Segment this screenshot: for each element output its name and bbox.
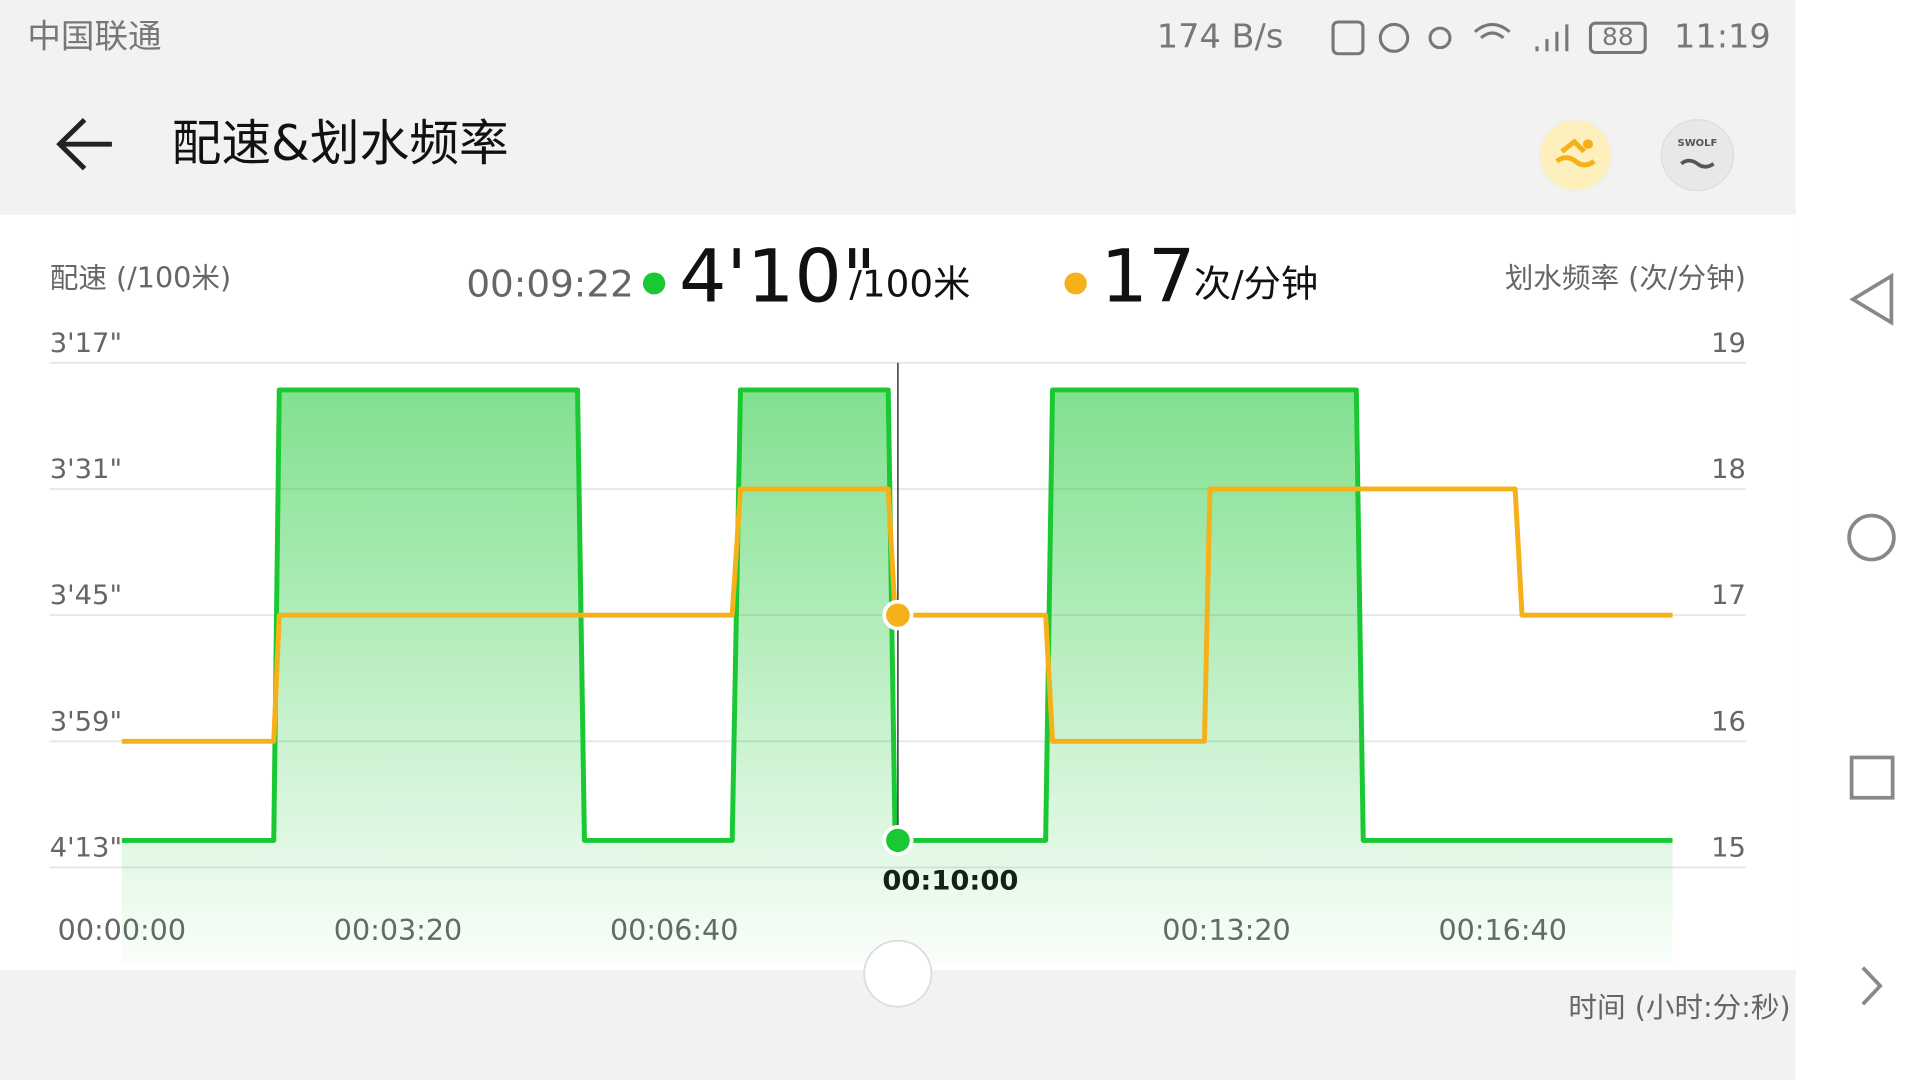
cursor-rate-dot <box>882 599 914 631</box>
rate-legend-dot <box>1064 272 1087 295</box>
y2-tick-label: 18 <box>1711 454 1746 485</box>
readout-time: 00:09:22 <box>466 263 634 306</box>
nav-bar <box>1795 0 1920 1080</box>
pace-legend-dot <box>642 272 666 295</box>
cursor-pace-dot <box>882 825 914 856</box>
plot: 3'17"3'31"3'45"3'59"4'13"151617181900:00… <box>49 328 1746 966</box>
carrier: 中国联通 <box>27 17 161 56</box>
nav-home[interactable] <box>1847 513 1896 562</box>
y-tick-label: 4'13" <box>50 833 122 864</box>
swolf-label: SWOLF <box>1678 138 1718 149</box>
y2-tick-label: 16 <box>1711 707 1746 738</box>
area <box>121 389 1673 966</box>
header-bg <box>0 0 1796 216</box>
swolf-button[interactable] <box>1660 119 1735 192</box>
series-line <box>121 387 1673 843</box>
nav-back[interactable] <box>1849 272 1894 326</box>
net-speed: 174 B/s <box>1157 17 1284 56</box>
swim-button[interactable] <box>1538 119 1613 192</box>
readout-pace-unit: /100米 <box>849 263 970 306</box>
x-axis-title: 时间 (小时:分:秒) <box>1568 991 1790 1024</box>
y2-tick-label: 19 <box>1711 328 1746 359</box>
readout-rate-unit: 次/分钟 <box>1194 263 1318 306</box>
slider-knob[interactable] <box>863 939 933 1008</box>
page-title: 配速&划水频率 <box>172 114 509 171</box>
readout-pace: 4'10" <box>679 234 876 319</box>
back-button[interactable] <box>56 118 112 171</box>
y2-tick-label: 15 <box>1711 833 1746 864</box>
clock: 11:19 <box>1674 17 1771 56</box>
nav-more[interactable] <box>1861 966 1883 1006</box>
y2-tick-label: 17 <box>1711 580 1746 611</box>
series-line <box>121 486 1673 744</box>
battery-level: 88 <box>1602 22 1634 51</box>
y-tick-label: 3'45" <box>50 580 122 611</box>
y2-axis-title: 划水频率 (次/分钟) <box>1505 262 1746 295</box>
status-icons <box>1331 20 1647 56</box>
y-tick-label: 3'59" <box>50 707 122 738</box>
nav-recent[interactable] <box>1849 755 1895 800</box>
y-tick-label: 3'17" <box>50 328 122 359</box>
y-tick-label: 3'31" <box>50 454 122 485</box>
y-axis-title: 配速 (/100米) <box>50 262 231 295</box>
readout-rate: 17 <box>1101 234 1196 319</box>
